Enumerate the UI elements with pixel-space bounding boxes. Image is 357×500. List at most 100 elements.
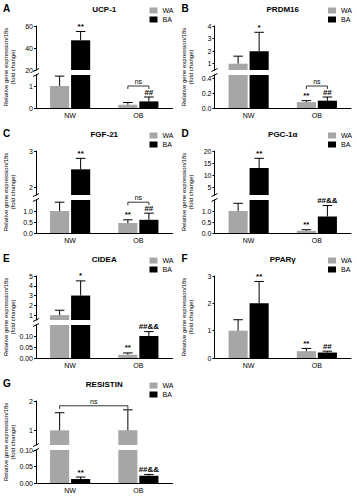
svg-text:3: 3 — [29, 292, 33, 299]
svg-text:RESISTIN: RESISTIN — [86, 380, 123, 389]
svg-text:NW: NW — [64, 487, 76, 494]
svg-text:OB: OB — [312, 237, 322, 244]
svg-text:##&&: ##&& — [139, 465, 160, 474]
svg-text:1: 1 — [29, 312, 33, 319]
svg-text:ns: ns — [135, 78, 143, 85]
svg-text:**: ** — [125, 210, 132, 219]
svg-text:**: ** — [303, 339, 310, 348]
svg-text:40: 40 — [25, 45, 33, 52]
svg-text:0.0: 0.0 — [202, 230, 212, 237]
svg-text:NW: NW — [64, 112, 76, 119]
svg-text:(fold change): (fold change) — [10, 174, 16, 209]
svg-text:(fold change): (fold change) — [188, 299, 194, 334]
svg-text:NW: NW — [64, 362, 76, 369]
svg-text:F: F — [182, 253, 188, 264]
svg-text:5: 5 — [208, 184, 212, 191]
svg-text:0.5: 0.5 — [23, 219, 33, 226]
svg-text:0.5: 0.5 — [202, 219, 212, 226]
svg-text:OB: OB — [312, 112, 322, 119]
svg-text:ns: ns — [313, 78, 321, 85]
svg-text:WA: WA — [163, 257, 174, 264]
svg-text:NW: NW — [64, 237, 76, 244]
svg-text:0: 0 — [29, 105, 33, 112]
svg-text:OB: OB — [133, 487, 143, 494]
svg-text:NW: NW — [243, 112, 255, 119]
svg-text:CIDEA: CIDEA — [92, 255, 117, 264]
svg-text:NW: NW — [243, 237, 255, 244]
svg-text:0.0: 0.0 — [23, 230, 33, 237]
svg-text:OB: OB — [312, 362, 322, 369]
svg-text:*: * — [258, 23, 262, 32]
svg-text:0.05: 0.05 — [19, 463, 33, 470]
svg-text:4: 4 — [208, 23, 212, 30]
svg-text:OB: OB — [133, 237, 143, 244]
svg-text:BA: BA — [163, 141, 173, 148]
svg-text:BA: BA — [341, 141, 351, 148]
svg-text:Relative gene expression/18s: Relative gene expression/18s — [3, 28, 9, 107]
svg-text:BA: BA — [341, 266, 351, 273]
svg-text:**: ** — [256, 272, 263, 281]
svg-text:OB: OB — [133, 362, 143, 369]
svg-text:D: D — [182, 128, 189, 139]
svg-text:20: 20 — [25, 67, 33, 74]
svg-text:A: A — [3, 3, 10, 14]
svg-text:WA: WA — [341, 257, 352, 264]
svg-text:PPARγ: PPARγ — [270, 255, 297, 264]
svg-text:10: 10 — [204, 172, 212, 179]
svg-text:FGF-21: FGF-21 — [90, 130, 118, 139]
svg-text:##&&: ##&& — [317, 196, 338, 205]
svg-text:2: 2 — [208, 48, 212, 55]
svg-text:PGC-1α: PGC-1α — [268, 130, 297, 139]
svg-text:**: ** — [78, 468, 85, 477]
svg-text:WA: WA — [341, 7, 352, 14]
svg-text:WA: WA — [163, 382, 174, 389]
svg-text:(fold change): (fold change) — [188, 49, 194, 84]
svg-text:ns: ns — [90, 398, 98, 405]
svg-text:3: 3 — [29, 148, 33, 155]
svg-text:Relative gene expression/18s: Relative gene expression/18s — [3, 153, 9, 232]
svg-text:**: ** — [78, 149, 85, 158]
svg-text:**: ** — [125, 343, 132, 352]
svg-text:(fold change): (fold change) — [188, 174, 194, 209]
svg-text:Relative gene expression/18s: Relative gene expression/18s — [3, 278, 9, 357]
svg-text:(fold change): (fold change) — [10, 424, 16, 459]
svg-text:2: 2 — [208, 300, 212, 307]
svg-text:60: 60 — [25, 23, 33, 30]
svg-text:PRDM16: PRDM16 — [267, 5, 300, 14]
svg-text:0.00: 0.00 — [19, 480, 33, 487]
svg-text:3: 3 — [208, 35, 212, 42]
svg-text:**: ** — [78, 22, 85, 31]
svg-text:G: G — [3, 378, 11, 389]
svg-text:BA: BA — [341, 16, 351, 23]
svg-text:1: 1 — [208, 327, 212, 334]
svg-text:0.05: 0.05 — [19, 344, 33, 351]
svg-text:Relative gene expression/18s: Relative gene expression/18s — [181, 278, 187, 357]
svg-text:Relative gene expression/18s: Relative gene expression/18s — [181, 153, 187, 232]
svg-text:**: ** — [303, 220, 310, 229]
svg-text:**: ** — [303, 91, 310, 100]
svg-text:0.0: 0.0 — [202, 105, 212, 112]
svg-text:C: C — [3, 128, 10, 139]
svg-text:4: 4 — [29, 282, 33, 289]
svg-text:(fold change): (fold change) — [10, 49, 16, 84]
svg-text:1.0: 1.0 — [202, 208, 212, 215]
svg-text:##&&: ##&& — [139, 322, 160, 331]
svg-text:B: B — [182, 3, 189, 14]
svg-text:BA: BA — [163, 16, 173, 23]
svg-text:2: 2 — [29, 398, 33, 405]
svg-text:2: 2 — [29, 184, 33, 191]
svg-text:0.00: 0.00 — [19, 355, 33, 362]
svg-text:ns: ns — [135, 194, 143, 201]
svg-text:WA: WA — [163, 7, 174, 14]
svg-text:0.10: 0.10 — [19, 447, 33, 454]
svg-text:**: ** — [256, 149, 263, 158]
svg-text:0: 0 — [208, 355, 212, 362]
svg-text:OB: OB — [133, 112, 143, 119]
svg-text:*: * — [79, 271, 83, 280]
svg-text:(fold change): (fold change) — [10, 299, 16, 334]
svg-text:WA: WA — [341, 132, 352, 139]
svg-text:1.0: 1.0 — [23, 208, 33, 215]
svg-text:2: 2 — [29, 302, 33, 309]
svg-text:5: 5 — [29, 273, 33, 280]
svg-text:NW: NW — [243, 362, 255, 369]
